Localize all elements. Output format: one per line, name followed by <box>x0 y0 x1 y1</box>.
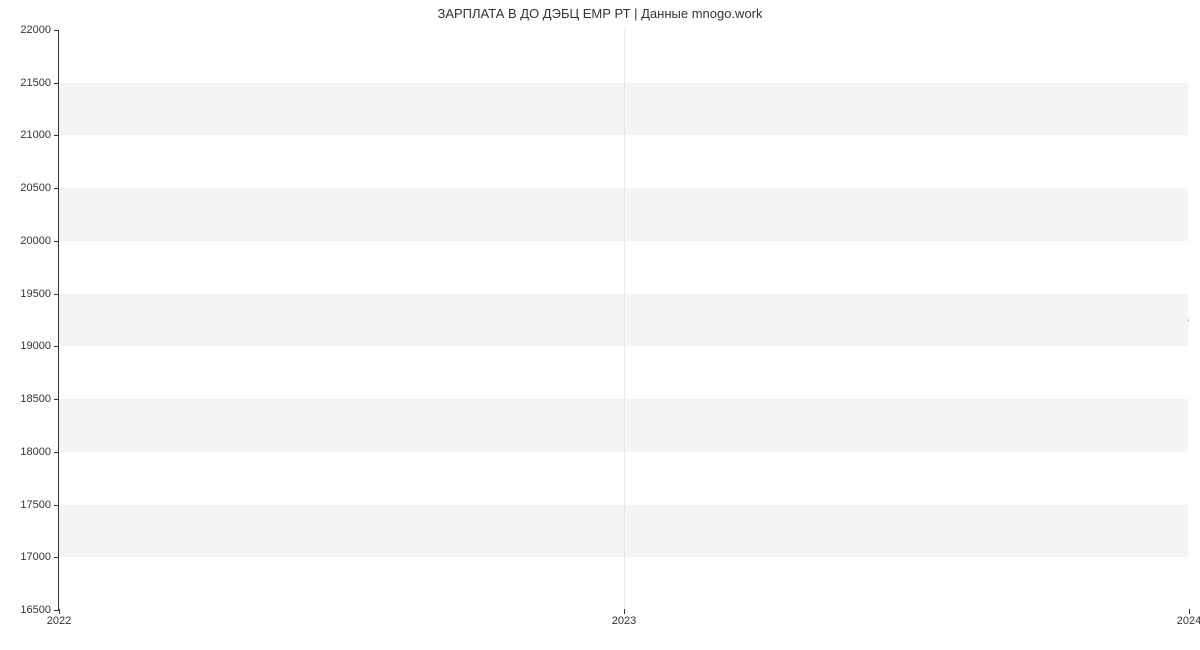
x-gridline <box>624 30 625 609</box>
y-axis-tick-mark <box>54 346 59 347</box>
x-axis-tick-mark <box>59 609 60 614</box>
y-axis-tick-mark <box>54 557 59 558</box>
chart-title: ЗАРПЛАТА В ДО ДЭБЦ ЕМР РТ | Данные mnogo… <box>0 6 1200 21</box>
chart-container: ЗАРПЛАТА В ДО ДЭБЦ ЕМР РТ | Данные mnogo… <box>0 0 1200 650</box>
y-axis-tick-mark <box>54 188 59 189</box>
y-axis-tick-mark <box>54 135 59 136</box>
y-axis-tick-mark <box>54 294 59 295</box>
y-axis-tick-mark <box>54 399 59 400</box>
x-axis-tick-mark <box>1189 609 1190 614</box>
y-axis-tick-mark <box>54 452 59 453</box>
plot-area: 1650017000175001800018500190001950020000… <box>58 30 1188 610</box>
x-axis-tick-mark <box>624 609 625 614</box>
y-axis-tick-mark <box>54 241 59 242</box>
y-axis-tick-mark <box>54 83 59 84</box>
y-axis-tick-mark <box>54 30 59 31</box>
y-axis-tick-mark <box>54 505 59 506</box>
